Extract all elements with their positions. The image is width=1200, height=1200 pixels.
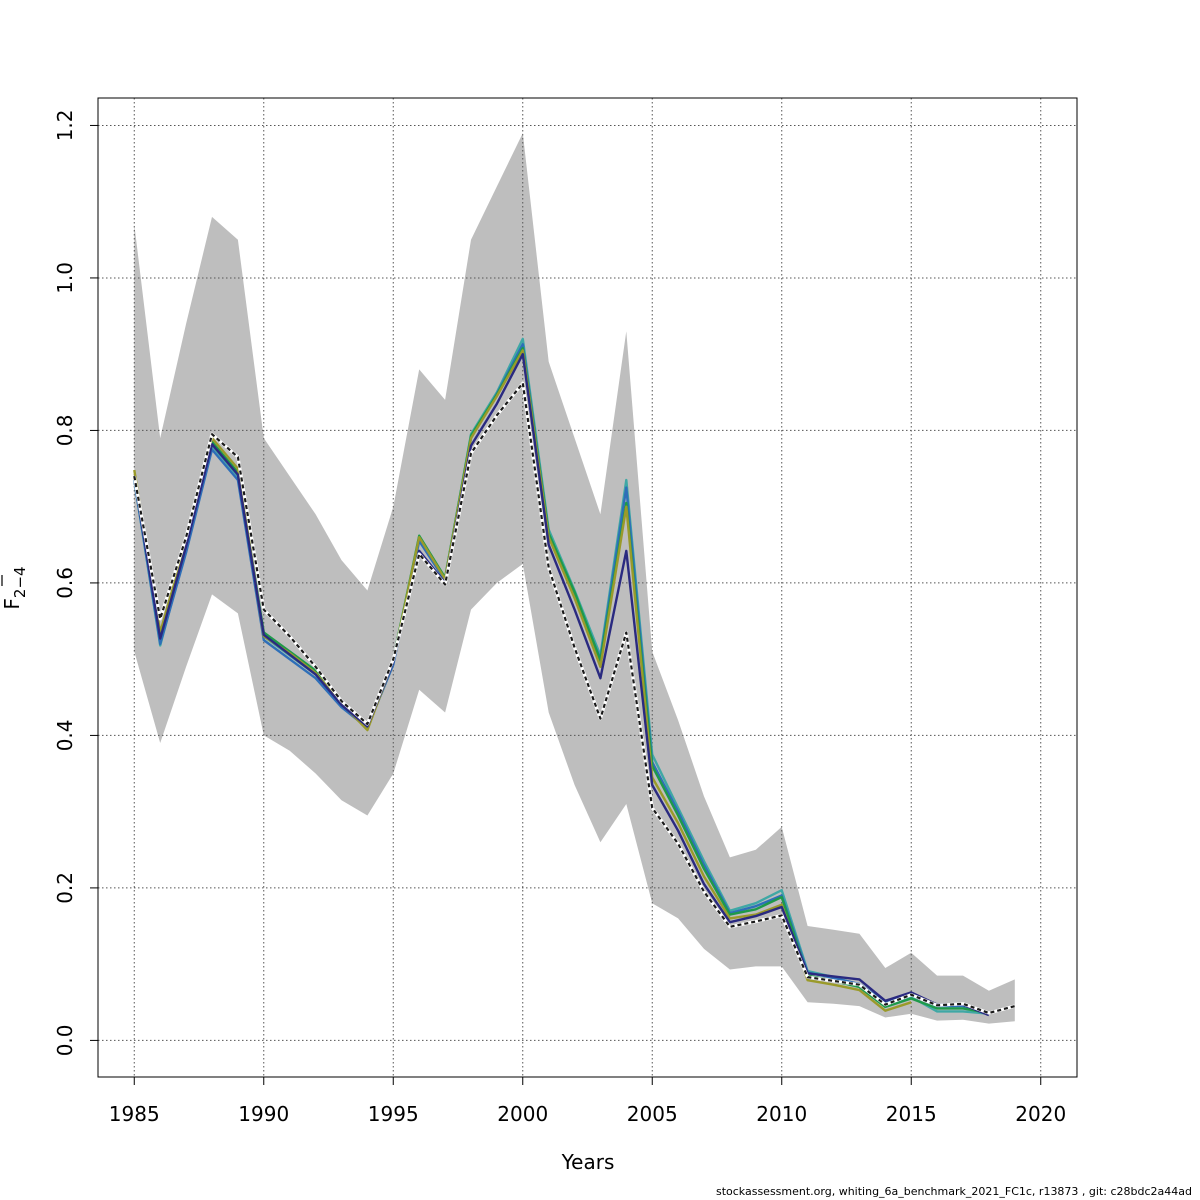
svg-text:F2−4: F2−4 — [0, 566, 29, 609]
y-axis-title-main: F — [0, 598, 24, 610]
x-tick-label: 2000 — [497, 1102, 548, 1126]
x-tick-label: 2005 — [627, 1102, 678, 1126]
series-line-4 — [133, 353, 990, 1017]
y-tick-label: 0.0 — [53, 1024, 77, 1056]
y-axis-title-subscript: 2−4 — [11, 566, 29, 598]
x-tick-label: 2015 — [886, 1102, 937, 1126]
x-tick-label: 1990 — [238, 1102, 289, 1126]
footer-credit: stockassessment.org, whiting_6a_benchmar… — [715, 1185, 1192, 1198]
series-lines — [132, 337, 1016, 1017]
series-line-5 — [133, 382, 1016, 1015]
x-tick-label: 1985 — [109, 1102, 160, 1126]
x-axis-title: Years — [561, 1150, 615, 1174]
y-tick-label: 0.6 — [53, 567, 77, 599]
y-tick-label: 1.2 — [53, 109, 77, 141]
x-tick-label: 1995 — [368, 1102, 419, 1126]
y-tick-label: 0.2 — [53, 872, 77, 904]
x-tick-label: 2020 — [1015, 1102, 1066, 1126]
confidence-band-area — [134, 133, 1015, 1024]
x-axis: 1985 1990 1995 2000 2005 2010 2015 2020 — [109, 1076, 1066, 1126]
y-tick-label: 1.0 — [53, 262, 77, 294]
y-axis-title: F2−4 — [0, 566, 29, 609]
y-tick-label: 0.4 — [53, 719, 77, 751]
grid — [98, 98, 1077, 1077]
y-axis: 0.0 0.2 0.4 0.6 0.8 1.0 1.2 — [53, 109, 99, 1056]
x-tick-label: 2010 — [756, 1102, 807, 1126]
y-tick-label: 0.8 — [53, 414, 77, 446]
confidence-band — [134, 133, 1015, 1024]
